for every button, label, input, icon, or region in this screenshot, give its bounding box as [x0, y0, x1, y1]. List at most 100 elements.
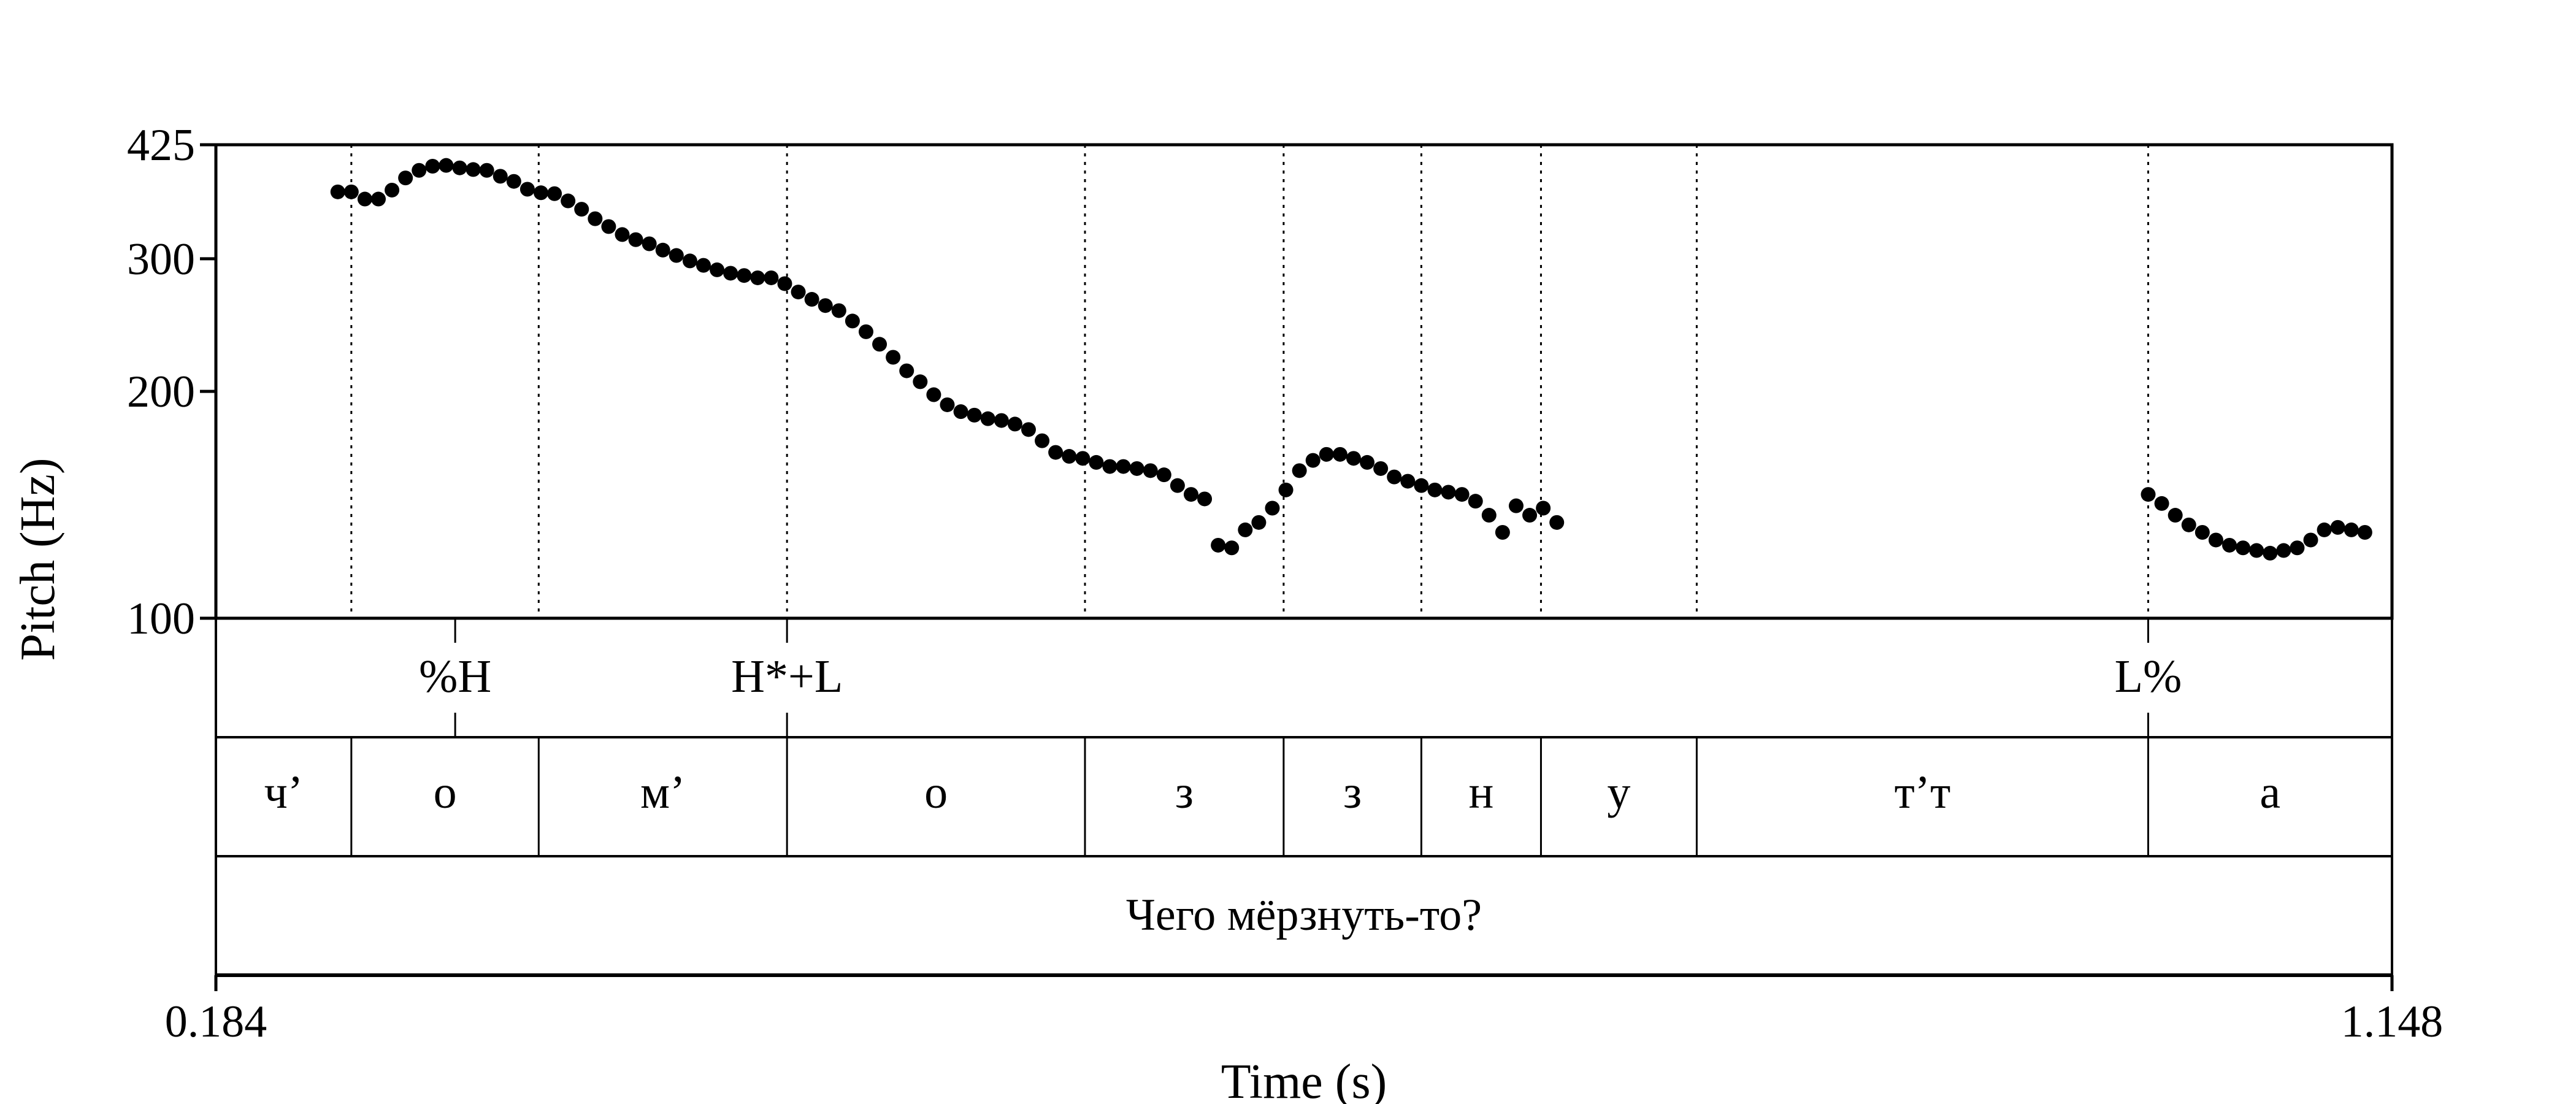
pitch-point	[1156, 467, 1171, 483]
pitch-point	[831, 303, 846, 318]
y-tick-label: 100	[127, 594, 195, 644]
x-axis-title: Time (s)	[1221, 1055, 1387, 1104]
pitch-point	[1346, 451, 1361, 466]
pitch-point	[980, 411, 995, 426]
pitch-point	[2357, 525, 2372, 540]
pitch-point	[2263, 545, 2278, 561]
pitch-point	[750, 270, 765, 285]
pitch-point	[2276, 543, 2291, 558]
pitch-point	[777, 276, 792, 291]
pitch-point	[818, 298, 833, 313]
x-axis-ticks: 0.184 1.148	[165, 975, 2444, 1047]
pitch-point	[574, 202, 589, 217]
segment-label: ч’	[264, 767, 304, 818]
pitch-point	[858, 324, 873, 339]
pitch-point	[2168, 508, 2183, 523]
pitch-point	[1251, 515, 1267, 530]
pitch-point	[1522, 508, 1538, 523]
pitch-point	[1468, 494, 1483, 509]
pitch-point	[913, 374, 928, 389]
y-tick-label: 300	[127, 234, 195, 285]
segment-label: н	[1469, 767, 1494, 818]
pitch-point	[398, 171, 413, 186]
pitch-point	[1143, 463, 1158, 478]
pitch-point	[1319, 447, 1334, 462]
pitch-point	[1211, 537, 1226, 553]
pitch-point	[412, 163, 427, 178]
pitch-point	[466, 162, 481, 177]
pitch-point	[1292, 463, 1307, 478]
pitch-point	[601, 219, 616, 234]
pitch-point	[330, 184, 345, 199]
pitch-point	[2208, 532, 2223, 548]
segment-boundaries	[350, 145, 2150, 856]
pitch-point	[385, 182, 400, 197]
segment-label: т’т	[1895, 767, 1951, 818]
pitch-point	[1224, 540, 1240, 556]
pitch-point	[2222, 537, 2237, 553]
pitch-point	[425, 159, 440, 174]
pitch-point	[439, 158, 454, 173]
pitch-point	[1007, 416, 1022, 432]
pitch-point	[1265, 500, 1280, 516]
tone-tier-frame	[215, 617, 2393, 738]
pitch-point	[628, 232, 643, 247]
tone-label: H*+L	[731, 651, 843, 702]
pitch-point	[2141, 487, 2156, 502]
pitch-point	[872, 337, 887, 352]
segment-label: а	[2260, 767, 2280, 818]
pitch-point	[899, 363, 914, 378]
pitch-point	[2303, 532, 2318, 548]
pitch-point	[615, 227, 630, 242]
pitch-point	[479, 163, 494, 178]
pitch-point	[1508, 498, 1524, 513]
segment-label: о	[924, 767, 948, 818]
pitch-point	[2317, 522, 2332, 537]
segment-label: з	[1175, 767, 1194, 818]
pitch-point	[506, 174, 521, 189]
pitch-point	[764, 270, 779, 285]
pitch-point	[343, 184, 359, 199]
x-tick-label: 0.184	[165, 997, 267, 1047]
pitch-point	[1373, 461, 1389, 476]
x-tick-label: 1.148	[2341, 997, 2444, 1047]
pitch-point	[1332, 447, 1347, 462]
pitch-point	[1116, 459, 1131, 474]
pitch-point	[886, 350, 901, 365]
pitch-point	[1305, 453, 1321, 468]
pitch-point	[994, 413, 1009, 428]
pitch-point	[2236, 540, 2251, 556]
pitch-point	[1360, 454, 1375, 470]
pitch-point	[1048, 445, 1064, 460]
pitch-point	[1197, 491, 1213, 507]
pitch-point	[791, 285, 806, 300]
pitch-point	[1427, 482, 1443, 497]
tone-tier: %H H*+L L%	[419, 618, 2182, 737]
pitch-point	[2330, 519, 2345, 535]
pitch-point	[723, 266, 738, 281]
pitch-point	[1183, 487, 1198, 502]
pitch-point	[1495, 525, 1510, 540]
sentence-label: Чего мёрзнуть-то?	[1126, 890, 1482, 940]
pitch-point	[1075, 451, 1091, 466]
pitch-point	[2154, 496, 2169, 511]
pitch-point	[1481, 508, 1497, 523]
pitch-point	[845, 313, 860, 329]
pitch-points	[330, 158, 2372, 561]
pitch-point	[1129, 461, 1144, 476]
y-axis-title: Pitch (Hz)	[11, 458, 65, 661]
pitch-point	[1102, 459, 1117, 474]
pitch-point	[655, 242, 670, 258]
segment-label: о	[434, 767, 457, 818]
pitch-point	[1454, 487, 1470, 502]
pitch-point	[2344, 522, 2359, 537]
pitch-point	[1549, 515, 1565, 530]
y-axis-ticks: 100 200 300 425	[127, 120, 216, 644]
pitch-point	[547, 186, 562, 201]
pitch-point	[2290, 540, 2305, 556]
pitch-point	[669, 248, 684, 263]
pitch-point	[1238, 522, 1253, 537]
segment-tier-frame	[215, 736, 2393, 857]
segment-label: з	[1343, 767, 1362, 818]
